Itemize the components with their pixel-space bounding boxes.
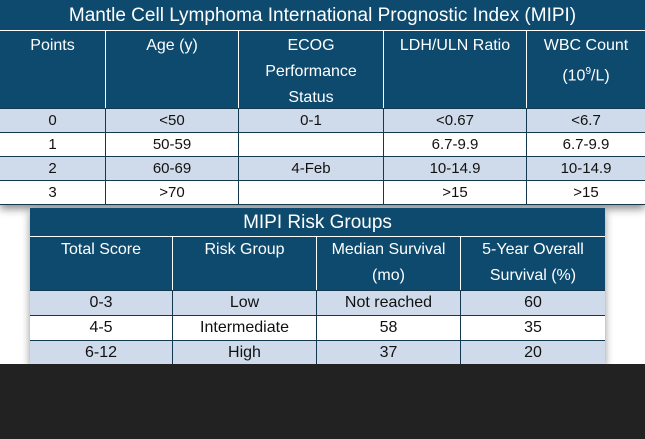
header-overall-line1: 5-Year Overall [482,241,584,258]
table-row: 1 50-59 6.7-9.9 6.7-9.9 [0,132,645,156]
cell-ldh: >15 [384,181,527,204]
header-overall-line2: Survival (%) [489,267,577,284]
header-median-survival: Median Survival (mo) [317,237,461,290]
header-median-line2: (mo) [372,267,405,284]
header-ecog-line3: Status [288,89,334,106]
wbc-unit-sup: 9 [585,66,591,77]
cell-ldh: <0.67 [384,109,527,132]
cell-age: 60-69 [106,157,239,180]
header-wbc-unit: (109/L) [527,59,645,89]
table-row: 3 >70 >15 >15 [0,180,645,204]
table-row: 6-12 High 37 20 [30,340,605,365]
cell-wbc: 6.7-9.9 [562,136,610,153]
wbc-unit-pre: (10 [562,67,586,85]
header-total-score: Total Score [30,237,173,290]
header-ecog-line1: ECOG [287,37,335,54]
table-row: 2 60-69 4-Feb 10-14.9 10-14.9 [0,156,645,180]
cell-ldh: 10-14.9 [384,157,527,180]
cell-median: 37 [317,341,461,365]
cell-ecog [239,181,384,204]
table-row: 0-3 Low Not reached 60 [30,290,605,315]
cell-points: 2 [0,157,106,180]
cell-group: Low [173,291,317,315]
mipi-table-title: Mantle Cell Lymphoma International Progn… [0,0,645,31]
header-overall-survival: 5-Year Overall Survival (%) [461,237,605,290]
cell-ecog: 0-1 [239,109,384,132]
table-row: 4-5 Intermediate 58 35 [30,315,605,340]
header-median-line1: Median Survival [331,241,446,258]
cell-wbc: <6.7 [571,112,601,129]
header-age: Age (y) [106,31,239,108]
cell-ldh: 6.7-9.9 [384,133,527,156]
cell-age: <50 [106,109,239,132]
header-wbc: WBC Count (109/L) [527,31,645,108]
cell-wbc: 10-14.9 [560,160,612,177]
cell-age: >70 [106,181,239,204]
mipi-table: Mantle Cell Lymphoma International Progn… [0,0,645,205]
header-ldh: LDH/ULN Ratio [384,31,527,108]
cell-median: Not reached [317,291,461,315]
header-ecog-line2: Performance [265,63,357,80]
mipi-table-body: 0 <50 0-1 <0.67 <6.7 1 50-59 6.7-9.9 6.7… [0,108,645,205]
cell-overall: 35 [524,319,542,336]
cell-points: 1 [0,133,106,156]
cell-score: 0-3 [30,291,173,315]
cell-score: 4-5 [30,316,173,340]
header-wbc-line1: WBC Count [543,37,629,54]
wbc-unit-post: /L) [591,67,610,85]
table-row: 0 <50 0-1 <0.67 <6.7 [0,108,645,132]
footer-bar [0,364,645,439]
cell-points: 3 [0,181,106,204]
risk-table-title: MIPI Risk Groups [30,208,605,237]
cell-group: Intermediate [173,316,317,340]
header-ecog: ECOG Performance Status [239,31,384,108]
mipi-header-row: Points Age (y) ECOG Performance Status L… [0,31,645,108]
cell-group: High [173,341,317,365]
risk-groups-table: MIPI Risk Groups Total Score Risk Group … [30,208,605,365]
risk-header-row: Total Score Risk Group Median Survival (… [30,237,605,290]
cell-ecog [239,133,384,156]
cell-score: 6-12 [30,341,173,365]
cell-overall: 20 [524,344,542,361]
header-points: Points [0,31,106,108]
cell-median: 58 [317,316,461,340]
cell-age: 50-59 [106,133,239,156]
cell-wbc: >15 [573,184,599,201]
cell-overall: 60 [524,294,542,311]
header-risk-group: Risk Group [173,237,317,290]
cell-ecog: 4-Feb [239,157,384,180]
cell-points: 0 [0,109,106,132]
